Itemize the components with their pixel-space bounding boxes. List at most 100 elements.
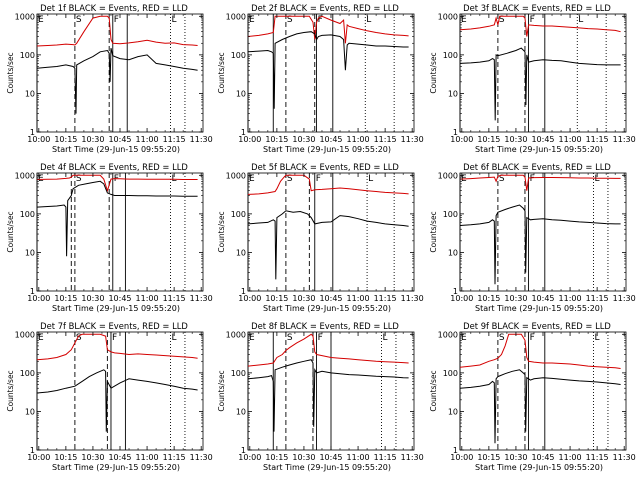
event-marker-label: E xyxy=(249,15,255,25)
lld-series-line xyxy=(248,15,409,44)
x-tick-label: 11:15 xyxy=(163,453,186,462)
plot-frame xyxy=(36,172,204,292)
event-marker-label: S xyxy=(499,333,505,343)
x-tick-label: 11:00 xyxy=(559,453,582,462)
y-tick-label: 10 xyxy=(448,407,458,416)
event-marker-label: F xyxy=(316,174,321,184)
detector-panel-7: Det 7f BLACK = Events, RED = LLD E S F L 1 10 1… xyxy=(6,321,213,472)
x-tick-label: 11:15 xyxy=(374,294,397,303)
x-tick-label: 10:45 xyxy=(531,294,554,303)
plot-frame xyxy=(459,172,627,292)
panel-title: Det 6f BLACK = Events, RED = LLD xyxy=(463,162,611,172)
y-axis-label: Counts/sec xyxy=(6,52,15,93)
detector-panel-2: Det 2f BLACK = Events, RED = LLD E S F L 1 10 1… xyxy=(217,3,424,154)
x-tick-label: 10:30 xyxy=(292,135,315,144)
y-tick-label: 1000 xyxy=(438,330,458,339)
x-tick-label: 10:15 xyxy=(265,453,288,462)
y-tick-label: 1 xyxy=(241,128,246,137)
y-tick-label: 10 xyxy=(25,248,35,257)
event-marker-label: F xyxy=(112,333,117,343)
events-series-line xyxy=(248,31,409,109)
x-tick-label: 11:00 xyxy=(559,294,582,303)
x-tick-label: 11:00 xyxy=(559,135,582,144)
x-tick-label: 10:45 xyxy=(319,294,342,303)
x-tick-label: 10:15 xyxy=(54,294,77,303)
lld-series-line xyxy=(460,174,621,191)
plot-frame xyxy=(459,13,627,133)
x-tick-label: 10:30 xyxy=(292,453,315,462)
event-marker-label: L xyxy=(368,174,373,184)
event-marker-label: L xyxy=(578,15,583,25)
detector-panel-8: Det 8f BLACK = Events, RED = LLD E S F L 1 10 1… xyxy=(217,321,424,472)
x-axis-label: Start Time (29-Jun-15 09:55:20) xyxy=(475,145,603,154)
x-tick-label: 10:00 xyxy=(238,135,261,144)
detector-panel-9: Det 9f BLACK = Events, RED = LLD E S F L 1 10 1… xyxy=(429,321,636,472)
y-tick-label: 100 xyxy=(231,51,246,60)
x-tick-label: 11:00 xyxy=(347,453,370,462)
event-marker-label: E xyxy=(249,333,255,343)
event-marker-label: F xyxy=(530,174,535,184)
panel-title: Det 7f BLACK = Events, RED = LLD xyxy=(40,321,188,331)
x-tick-label: 10:45 xyxy=(108,453,131,462)
x-tick-label: 11:15 xyxy=(586,135,609,144)
y-axis-label: Counts/sec xyxy=(429,370,438,411)
lld-series-line xyxy=(248,174,409,195)
event-marker-label: S xyxy=(76,174,82,184)
y-axis-label: Counts/sec xyxy=(6,370,15,411)
x-tick-label: 10:00 xyxy=(27,135,50,144)
x-tick-label: 11:30 xyxy=(190,294,213,303)
y-axis-label: Counts/sec xyxy=(429,52,438,93)
x-tick-label: 11:15 xyxy=(586,294,609,303)
event-marker-label: S xyxy=(76,333,82,343)
y-tick-label: 100 xyxy=(443,369,458,378)
plot-frame xyxy=(247,172,415,292)
y-axis-label: Counts/sec xyxy=(217,211,226,252)
x-tick-label: 10:00 xyxy=(27,294,50,303)
x-tick-label: 10:15 xyxy=(265,294,288,303)
events-series-line xyxy=(37,47,198,114)
events-series-line xyxy=(460,204,621,285)
y-tick-label: 1 xyxy=(30,446,35,455)
x-tick-label: 10:00 xyxy=(450,453,473,462)
event-marker-label: F xyxy=(318,15,323,25)
x-tick-label: 11:00 xyxy=(347,135,370,144)
panel-title: Det 1f BLACK = Events, RED = LLD xyxy=(40,3,188,13)
y-tick-label: 1 xyxy=(241,287,246,296)
x-axis-label: Start Time (29-Jun-15 09:55:20) xyxy=(52,304,180,313)
detector-panel-1: Det 1f BLACK = Events, RED = LLD E S F L 1 10 1… xyxy=(6,3,213,154)
event-marker-label: L xyxy=(383,333,388,343)
event-marker-label: L xyxy=(172,15,177,25)
plot-frame xyxy=(36,331,204,451)
event-marker-label: S xyxy=(287,174,293,184)
x-axis-label: Start Time (29-Jun-15 09:55:20) xyxy=(263,463,391,472)
panel-title: Det 5f BLACK = Events, RED = LLD xyxy=(251,162,399,172)
x-tick-label: 11:30 xyxy=(613,294,636,303)
event-marker-label: E xyxy=(249,174,255,184)
y-tick-label: 100 xyxy=(20,210,35,219)
plot-frame xyxy=(459,331,627,451)
x-tick-label: 10:30 xyxy=(504,135,527,144)
y-tick-label: 1 xyxy=(453,287,458,296)
y-axis-label: Counts/sec xyxy=(217,370,226,411)
y-axis-label: Counts/sec xyxy=(429,211,438,252)
x-axis-label: Start Time (29-Jun-15 09:55:20) xyxy=(263,304,391,313)
x-tick-label: 10:15 xyxy=(477,135,500,144)
y-tick-label: 1000 xyxy=(15,330,35,339)
x-tick-label: 11:00 xyxy=(136,135,159,144)
x-tick-label: 10:00 xyxy=(27,453,50,462)
y-tick-label: 100 xyxy=(20,51,35,60)
x-tick-label: 10:00 xyxy=(450,294,473,303)
panel-title: Det 8f BLACK = Events, RED = LLD xyxy=(251,321,399,331)
event-marker-label: L xyxy=(595,174,600,184)
x-tick-label: 10:15 xyxy=(477,294,500,303)
y-tick-label: 1000 xyxy=(15,12,35,21)
x-axis-label: Start Time (29-Jun-15 09:55:20) xyxy=(475,463,603,472)
x-tick-label: 10:45 xyxy=(319,453,342,462)
y-tick-label: 1 xyxy=(30,128,35,137)
y-tick-label: 100 xyxy=(20,369,35,378)
x-tick-label: 11:30 xyxy=(190,135,213,144)
lld-series-line xyxy=(460,15,621,37)
event-marker-label: S xyxy=(287,15,293,25)
plot-frame xyxy=(36,13,204,133)
event-marker-label: S xyxy=(499,15,505,25)
